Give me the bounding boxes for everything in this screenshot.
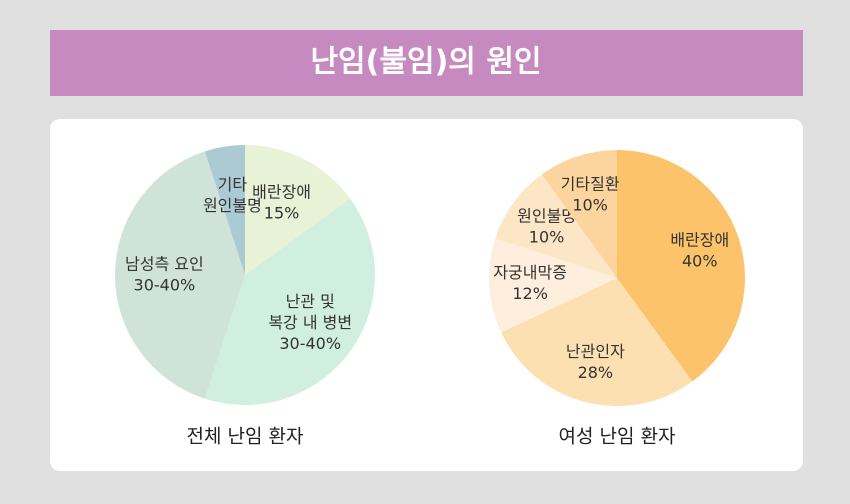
- slice-label: 원인불명: [517, 206, 576, 225]
- slice-value-label: 12%: [512, 284, 548, 303]
- pie-slice: [204, 145, 245, 275]
- slice-label: 난관 및: [286, 292, 335, 311]
- page-title: 난임(불임)의 원인: [310, 45, 541, 80]
- slice-value-label: 30-40%: [279, 334, 341, 353]
- slice-label: 남성측 요인: [125, 255, 204, 274]
- chart-caption: 여성 난임 환자: [559, 426, 676, 448]
- slice-value-label: 10%: [529, 227, 565, 246]
- slice-label: 자궁내막증: [493, 263, 567, 282]
- pie-slice: [495, 174, 617, 278]
- pie-slice: [489, 238, 617, 333]
- slice-value-label: 30-40%: [134, 276, 196, 295]
- pie-slice: [617, 150, 745, 382]
- slice-label: 기타: [218, 175, 248, 194]
- slice-label: 배란장애: [670, 231, 729, 250]
- title-banner: [50, 30, 803, 96]
- slice-label: 난관인자: [566, 342, 625, 361]
- slice-label: 복강 내 병변: [268, 313, 352, 332]
- slice-label: 원인불명: [203, 196, 262, 215]
- chart-caption: 전체 난임 환자: [187, 426, 304, 448]
- pie-slice: [245, 145, 351, 275]
- slice-label: 배란장애: [252, 183, 311, 202]
- slice-value-label: 28%: [578, 363, 614, 382]
- slice-value-label: 40%: [682, 252, 718, 271]
- slice-label: 기타질환: [561, 175, 620, 194]
- pie-slice: [541, 150, 617, 278]
- pie-slice: [501, 278, 693, 406]
- slice-value-label: 15%: [264, 204, 300, 223]
- pie-slice: [204, 198, 376, 406]
- pie-slice: [114, 151, 245, 399]
- slice-value-label: 10%: [572, 196, 608, 215]
